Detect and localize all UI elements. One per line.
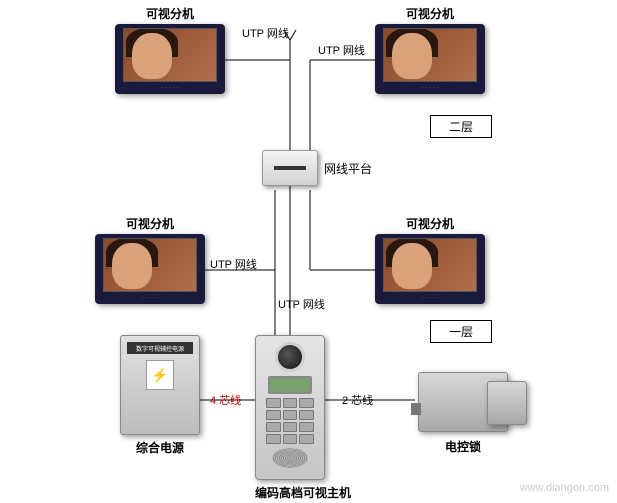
psu-strip: 数字可视辅控电源 — [127, 342, 193, 354]
monitor-top-left: 可视分机 · · · · · — [115, 5, 225, 94]
wire-label: UTP 网线 — [242, 25, 289, 41]
wire-label: UTP 网线 — [318, 42, 365, 58]
hub-device — [262, 150, 318, 186]
keypad — [266, 398, 314, 444]
monitor-device: · · · · · — [95, 234, 205, 304]
monitor-device: · · · · · — [375, 24, 485, 94]
monitor-br-label: 可视分机 — [375, 215, 485, 232]
monitor-bottom-left: 可视分机 · · · · · — [95, 215, 205, 304]
speaker-icon — [272, 448, 308, 468]
monitor-top-right: 可视分机 · · · · · — [375, 5, 485, 94]
watermark: www.diangon.com — [520, 482, 609, 494]
hub-label: 网线平台 — [324, 160, 372, 177]
warning-icon: ⚡ — [146, 360, 174, 390]
monitor-device: · · · · · — [375, 234, 485, 304]
psu-label: 综合电源 — [120, 439, 200, 456]
wire-label: UTP 网线 — [210, 256, 257, 272]
monitor-tl-label: 可视分机 — [115, 5, 225, 22]
monitor-device: · · · · · — [115, 24, 225, 94]
floor-label: 一层 — [430, 320, 492, 343]
doorstation-label: 编码高档可视主机 — [255, 484, 351, 501]
doorstation-device — [255, 335, 325, 480]
monitor-bottom-right: 可视分机 · · · · · — [375, 215, 485, 304]
lcd-screen — [268, 376, 312, 394]
monitor-bl-label: 可视分机 — [95, 215, 205, 232]
lock-label: 电控锁 — [418, 438, 508, 455]
door-station: 编码高档可视主机 — [255, 335, 351, 503]
lock-device — [418, 372, 508, 432]
psu-device: 数字可视辅控电源 ⚡ — [120, 335, 200, 435]
monitor-tr-label: 可视分机 — [375, 5, 485, 22]
floor-label: 二层 — [430, 115, 492, 138]
network-hub: 网线平台 — [262, 150, 372, 186]
wire-label: 2 芯线 — [342, 392, 373, 408]
power-supply: 数字可视辅控电源 ⚡ 综合电源 — [120, 335, 200, 458]
wire-label: 4 芯线 — [210, 392, 241, 408]
electric-lock: 电控锁 — [418, 372, 508, 457]
camera-icon — [275, 342, 305, 372]
wire-label: UTP 网线 — [278, 296, 325, 312]
